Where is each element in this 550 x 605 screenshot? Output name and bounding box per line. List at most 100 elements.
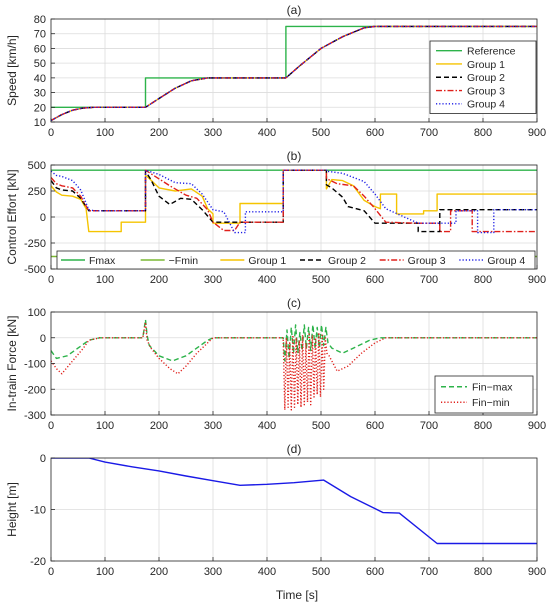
legend-label-b: Group 3 <box>408 255 446 267</box>
series-line-b-group-4 <box>51 169 537 234</box>
x-tick-label-a: 900 <box>528 127 546 139</box>
y-tick-label-b: 250 <box>28 186 46 198</box>
y-tick-label-a: 50 <box>34 58 46 70</box>
x-tick-label-a: 0 <box>48 127 54 139</box>
x-tick-label-d: 600 <box>366 566 384 578</box>
panel-title-b: (b) <box>287 149 302 163</box>
series-line-a-group-4 <box>51 25 537 122</box>
series-line-c-fin-max <box>51 319 537 362</box>
y-tick-label-c: -300 <box>24 410 46 422</box>
y-tick-label-d: -10 <box>30 505 46 517</box>
x-tick-label-d: 400 <box>258 566 276 578</box>
x-tick-label-b: 500 <box>312 274 330 286</box>
x-tick-label-d: 200 <box>150 566 168 578</box>
panel-title-c: (c) <box>287 296 301 310</box>
y-axis-label-b: Control Effort [kN] <box>5 169 19 264</box>
y-tick-label-b: -250 <box>24 238 46 250</box>
x-tick-label-b: 100 <box>96 274 114 286</box>
y-axis-label-d: Height [m] <box>5 482 19 537</box>
x-tick-label-a: 500 <box>312 127 330 139</box>
x-tick-label-b: 800 <box>474 274 492 286</box>
x-tick-label-a: 600 <box>366 127 384 139</box>
panel-c-in-train-force: 0 100 200 300 400 500 600 700 800 900 -300 -200 -100… <box>5 296 546 432</box>
legend-label-a: Group 2 <box>467 72 505 84</box>
series-line-b-group-1 <box>51 169 537 233</box>
y-tick-label-b: -500 <box>24 264 46 276</box>
y-tick-label-a: 60 <box>34 43 46 55</box>
axes-frame-a <box>50 18 538 123</box>
x-tick-label-d: 100 <box>96 566 114 578</box>
y-tick-label-b: 500 <box>28 160 46 172</box>
y-axis-label-a: Speed [km/h] <box>5 35 19 106</box>
series-group-d <box>51 458 537 545</box>
legend-label-a: Group 3 <box>467 85 505 97</box>
x-tick-label-c: 100 <box>96 420 114 432</box>
y-tick-label-c: -100 <box>24 359 46 371</box>
x-tick-label-d: 0 <box>48 566 54 578</box>
y-tick-label-c: -200 <box>24 384 46 396</box>
panel-title-d: (d) <box>287 442 302 456</box>
x-tick-label-a: 400 <box>258 127 276 139</box>
x-tick-label-c: 500 <box>312 420 330 432</box>
legend-label-b: Fmax <box>89 255 116 267</box>
x-tick-label-d: 500 <box>312 566 330 578</box>
figure-x-axis-label: Time [s] <box>276 588 318 602</box>
x-tick-label-c: 300 <box>204 420 222 432</box>
x-tick-label-d: 700 <box>420 566 438 578</box>
series-group-a <box>51 25 537 122</box>
legend-label-b: Group 1 <box>248 255 286 267</box>
x-tick-label-b: 300 <box>204 274 222 286</box>
x-tick-label-c: 700 <box>420 420 438 432</box>
y-tick-label-a: 10 <box>34 117 46 129</box>
series-line-b-group-3 <box>51 169 537 233</box>
y-tick-label-c: 100 <box>28 307 46 319</box>
x-tick-label-d: 800 <box>474 566 492 578</box>
x-tick-label-b: 0 <box>48 274 54 286</box>
legend-label-a: Group 1 <box>467 59 505 71</box>
panel-d-height: 0 100 200 300 400 500 600 700 800 900 -20 -10 0 (d) He… <box>5 442 546 578</box>
legend-box-c <box>434 375 534 414</box>
x-tick-label-c: 800 <box>474 420 492 432</box>
x-tick-label-a: 100 <box>96 127 114 139</box>
legend-label-b: −Fmin <box>169 255 199 267</box>
x-tick-label-b: 400 <box>258 274 276 286</box>
x-tick-label-b: 600 <box>366 274 384 286</box>
series-line-d-height <box>51 458 537 545</box>
x-tick-label-c: 400 <box>258 420 276 432</box>
x-tick-label-a: 700 <box>420 127 438 139</box>
x-tick-label-b: 900 <box>528 274 546 286</box>
legend-label-a: Reference <box>467 45 516 57</box>
y-tick-label-a: 30 <box>34 88 46 100</box>
y-tick-label-a: 80 <box>34 14 46 26</box>
x-tick-label-c: 0 <box>48 420 54 432</box>
legend-label-c: Fin−max <box>472 382 513 394</box>
legend-label-c: Fin−min <box>472 397 510 409</box>
x-tick-label-a: 200 <box>150 127 168 139</box>
panel-a-speed: 0 100 200 300 400 500 600 700 800 900 10 20 30 40 50 60… <box>5 3 546 139</box>
y-tick-label-c: 0 <box>40 333 46 345</box>
x-tick-label-d: 300 <box>204 566 222 578</box>
legend-box-b <box>56 250 536 270</box>
y-tick-label-d: 0 <box>40 453 46 465</box>
x-tick-label-a: 300 <box>204 127 222 139</box>
y-axis-label-c: In-train Force [kN] <box>5 315 19 411</box>
panel-b-control-effort: 0 100 200 300 400 500 600 700 800 900 -500 -250 0 250… <box>5 149 546 286</box>
x-tick-label-d: 900 <box>528 566 546 578</box>
y-tick-label-a: 20 <box>34 102 46 114</box>
y-tick-label-b: 0 <box>40 212 46 224</box>
x-tick-label-c: 600 <box>366 420 384 432</box>
x-tick-label-b: 700 <box>420 274 438 286</box>
y-tick-label-a: 40 <box>34 73 46 85</box>
y-tick-label-d: -20 <box>30 556 46 568</box>
series-group-c <box>51 319 537 411</box>
panel-title-a: (a) <box>287 3 302 17</box>
legend-label-b: Group 2 <box>328 255 366 267</box>
y-tick-label-a: 70 <box>34 29 46 41</box>
legend-label-a: Group 4 <box>467 99 505 111</box>
x-tick-label-a: 800 <box>474 127 492 139</box>
x-tick-label-c: 200 <box>150 420 168 432</box>
x-tick-label-b: 200 <box>150 274 168 286</box>
x-tick-label-c: 900 <box>528 420 546 432</box>
legend-label-b: Group 4 <box>487 255 525 267</box>
